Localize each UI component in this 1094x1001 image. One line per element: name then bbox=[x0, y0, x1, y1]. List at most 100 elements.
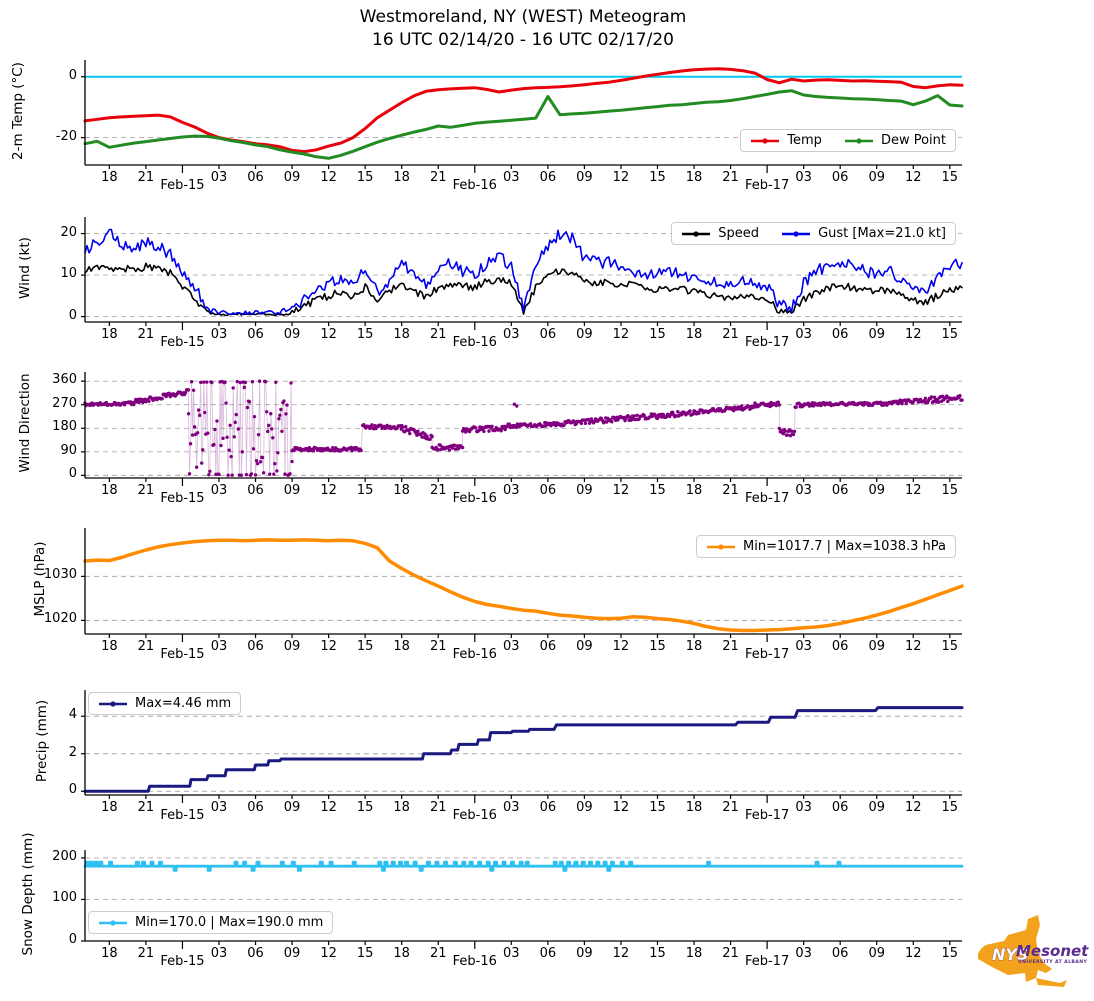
x-tick-label: 03 bbox=[795, 800, 812, 815]
legend-label: Min=170.0 | Max=190.0 mm bbox=[135, 915, 324, 930]
x-tick-label: Feb-17 bbox=[744, 335, 790, 350]
legend-wind: Speed Gust [Max=21.0 kt] bbox=[671, 222, 956, 245]
legend-item: Min=1017.7 | Max=1038.3 hPa bbox=[706, 539, 946, 554]
x-tick-label: Feb-15 bbox=[160, 647, 205, 662]
x-tick-label: 06 bbox=[247, 639, 264, 654]
x-tick-label: 03 bbox=[503, 170, 520, 185]
x-tick-label: 18 bbox=[393, 170, 410, 185]
legend-snow: Min=170.0 | Max=190.0 mm bbox=[88, 911, 334, 934]
x-tick-label: 15 bbox=[356, 327, 374, 342]
x-tick-label: 06 bbox=[539, 800, 557, 815]
x-tick-label: 15 bbox=[941, 327, 959, 342]
x-tick-label: 09 bbox=[576, 639, 593, 654]
x-tick-label: 03 bbox=[503, 946, 520, 961]
legend-precip: Max=4.46 mm bbox=[88, 692, 242, 715]
x-tick-label: 03 bbox=[795, 170, 812, 185]
x-tick-label: 15 bbox=[941, 483, 959, 498]
y-tick-label: 200 bbox=[52, 848, 77, 864]
x-tick-label: 12 bbox=[612, 170, 630, 185]
x-tick-label: Feb-15 bbox=[160, 178, 205, 193]
legend-label: Speed bbox=[718, 226, 760, 241]
x-tick-label: 15 bbox=[649, 946, 666, 961]
x-tick-label: 09 bbox=[283, 800, 301, 815]
y-tick-label: -20 bbox=[55, 128, 77, 144]
x-tick-label: 18 bbox=[393, 946, 410, 961]
x-tick-label: 03 bbox=[795, 483, 812, 498]
x-tick-label: 21 bbox=[137, 170, 155, 185]
x-tick-label: Feb-16 bbox=[452, 491, 497, 506]
x-tick-label: 21 bbox=[137, 946, 155, 961]
x-tick-label: 12 bbox=[612, 483, 630, 498]
x-tick-label: 15 bbox=[356, 946, 374, 961]
x-tick-label: 18 bbox=[393, 639, 410, 654]
x-tick-label: 21 bbox=[429, 639, 447, 654]
legend-line-sample bbox=[707, 543, 736, 550]
x-tick-label: 03 bbox=[503, 327, 520, 342]
x-tick-label: Feb-17 bbox=[744, 178, 790, 193]
x-tick-label: Feb-15 bbox=[160, 954, 205, 969]
x-tick-label: 15 bbox=[356, 800, 374, 815]
x-tick-label: 18 bbox=[101, 483, 118, 498]
x-tick-label: 06 bbox=[831, 800, 849, 815]
logo-tagline-text: UNIVERSITY AT ALBANY bbox=[1018, 960, 1088, 965]
x-tick-label: 09 bbox=[868, 946, 885, 961]
x-tick-label: 15 bbox=[941, 639, 959, 654]
x-tick-label: 12 bbox=[904, 800, 922, 815]
x-tick-label: Feb-15 bbox=[160, 491, 205, 506]
x-tick-label: 18 bbox=[685, 639, 703, 654]
x-tick-label: 15 bbox=[941, 800, 959, 815]
x-tick-label: 18 bbox=[393, 800, 410, 815]
x-tick-label: 18 bbox=[101, 170, 118, 185]
y-tick-label: 270 bbox=[52, 395, 77, 411]
y-tick-label: 0 bbox=[68, 782, 77, 798]
x-tick-label: 09 bbox=[576, 483, 593, 498]
x-tick-label: 03 bbox=[795, 327, 812, 342]
x-tick-label: 15 bbox=[649, 639, 666, 654]
x-tick-label: Feb-16 bbox=[452, 954, 497, 969]
axis-label-wdir: Wind Direction bbox=[17, 373, 33, 473]
x-tick-label: 21 bbox=[137, 800, 155, 815]
x-tick-label: 03 bbox=[210, 639, 228, 654]
x-tick-label: 21 bbox=[137, 483, 155, 498]
x-tick-label: 12 bbox=[612, 946, 630, 961]
x-tick-label: Feb-15 bbox=[160, 808, 205, 823]
legend-item: Dew Point bbox=[844, 133, 946, 148]
x-tick-label: 09 bbox=[576, 946, 593, 961]
x-tick-label: 21 bbox=[429, 946, 447, 961]
chart-title: Westmoreland, NY (WEST) Meteogram 16 UTC… bbox=[0, 6, 1046, 53]
axis-label-temp: 2-m Temp (°C) bbox=[10, 61, 26, 160]
x-tick-label: 21 bbox=[722, 483, 739, 498]
legend-item: Min=170.0 | Max=190.0 mm bbox=[98, 915, 323, 930]
legend-line-sample bbox=[99, 919, 127, 926]
x-tick-label: 06 bbox=[247, 483, 264, 498]
x-tick-label: 03 bbox=[210, 946, 228, 961]
x-tick-label: 06 bbox=[831, 327, 849, 342]
x-tick-label: 06 bbox=[539, 483, 557, 498]
x-tick-label: 15 bbox=[649, 483, 666, 498]
x-tick-label: 09 bbox=[868, 639, 885, 654]
panel-mslp bbox=[81, 528, 964, 642]
x-tick-label: 09 bbox=[576, 170, 593, 185]
chart-title-line2: 16 UTC 02/14/20 - 16 UTC 02/17/20 bbox=[372, 30, 674, 51]
y-tick-label: 100 bbox=[52, 890, 77, 906]
x-tick-label: 06 bbox=[539, 946, 557, 961]
x-tick-label: 18 bbox=[101, 327, 118, 342]
x-tick-label: 09 bbox=[283, 327, 301, 342]
x-tick-label: 12 bbox=[320, 800, 337, 815]
x-tick-label: 06 bbox=[247, 800, 264, 815]
x-tick-label: 06 bbox=[831, 946, 849, 961]
x-tick-label: 03 bbox=[210, 800, 228, 815]
y-tick-label: 90 bbox=[60, 442, 77, 458]
legend-item: Max=4.46 mm bbox=[98, 696, 231, 711]
legend-mslp: Min=1017.7 | Max=1038.3 hPa bbox=[696, 535, 956, 558]
x-tick-label: 18 bbox=[101, 946, 118, 961]
x-tick-label: 15 bbox=[649, 170, 666, 185]
x-tick-label: 18 bbox=[685, 946, 703, 961]
x-tick-label: 06 bbox=[247, 946, 264, 961]
x-tick-label: 09 bbox=[868, 327, 885, 342]
x-tick-label: 18 bbox=[685, 483, 703, 498]
x-tick-label: 21 bbox=[429, 483, 447, 498]
chart-title-line1: Westmoreland, NY (WEST) Meteogram bbox=[359, 7, 687, 27]
